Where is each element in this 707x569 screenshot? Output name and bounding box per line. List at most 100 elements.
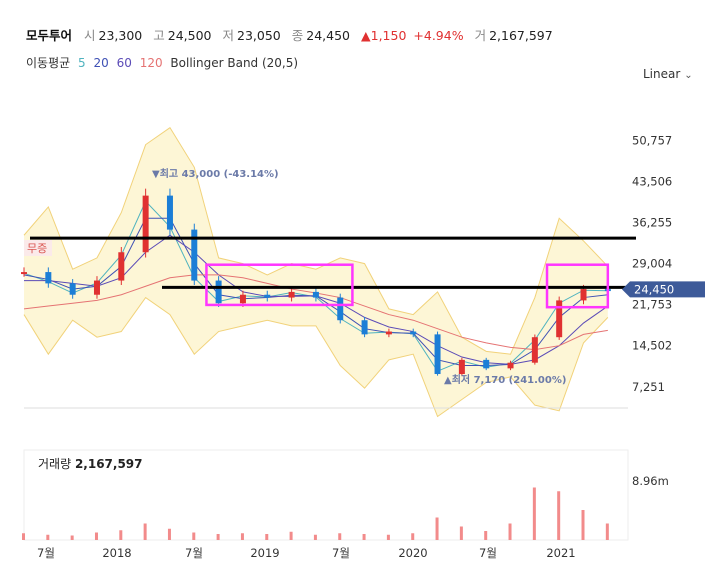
indicator-legend[interactable]: 이동평균 5 20 60 120 Bollinger Band (20,5) [26, 54, 302, 71]
x-tick-label: 7월 [479, 546, 497, 560]
volume-y-tick: 8.96m [632, 474, 669, 488]
candle-body [118, 252, 125, 281]
volume-title-value: 2,167,597 [75, 457, 143, 471]
y-tick-label: 43,506 [632, 174, 672, 188]
candle-body [312, 291, 319, 298]
volume-bar [386, 534, 390, 540]
y-tick-label: 50,757 [632, 133, 672, 147]
x-tick-label: 7월 [185, 546, 203, 560]
ma-60-label: 60 [116, 56, 132, 70]
volume-title: 거래량 2,167,597 [38, 457, 143, 471]
candle-body [239, 294, 246, 304]
volume-bar [435, 517, 439, 540]
volume-panel [23, 449, 629, 541]
volume-bar [605, 523, 609, 540]
low-label: 저 [222, 28, 235, 43]
change-pct: +4.94% [413, 28, 464, 43]
current-price-tag [622, 281, 705, 298]
volume-bar [532, 487, 536, 540]
volume-bar [192, 532, 196, 540]
volume-bar [167, 528, 171, 540]
ma-120-label: 120 [139, 56, 163, 70]
volume-label: 거 [474, 28, 487, 43]
candle-body [385, 331, 392, 335]
bollinger-upper-line [23, 126, 609, 355]
candle-body [45, 272, 52, 284]
candle-body [215, 280, 222, 304]
volume-bar [94, 532, 98, 540]
volume-bar [70, 535, 74, 540]
change-value: ▲1,150 [361, 28, 407, 43]
candle-body [142, 195, 149, 253]
high-value: 24,500 [167, 28, 212, 43]
candle-body [531, 337, 538, 363]
candle-body [191, 229, 198, 281]
bollinger-label: Bollinger Band (20,5) [170, 56, 299, 70]
x-tick-label: 2020 [398, 546, 427, 560]
y-tick-label: 36,255 [632, 215, 672, 229]
close-label: 종 [291, 28, 304, 43]
volume-bar [557, 491, 561, 540]
scale-mode-label: Linear [643, 67, 681, 81]
x-tick-label: 7월 [332, 546, 350, 560]
candle-body [458, 359, 465, 375]
volume-bar [119, 530, 123, 540]
bollinger-band-fill [24, 127, 608, 417]
x-tick-label: 2019 [250, 546, 279, 560]
volume-bar [143, 523, 147, 540]
candle-body [483, 359, 490, 369]
ma-label: 이동평균 [26, 56, 71, 70]
volume-bar [313, 534, 317, 540]
high-label: 고 [153, 28, 165, 43]
volume-bar [484, 531, 488, 540]
volume-bar [240, 533, 244, 540]
volume-bar [362, 534, 366, 540]
volume-bar [508, 523, 512, 540]
min-annotation: ▲최저 7,170 (241.00%) [444, 373, 566, 386]
ma-20-label: 20 [93, 56, 109, 70]
stock-name: 모두투어 [26, 28, 73, 43]
max-annotation: ▼최고 43,000 (-43.14%) [152, 167, 279, 180]
left-event-label: 무증 [27, 242, 47, 255]
candle-body [337, 297, 344, 321]
x-tick-label: 2018 [102, 546, 131, 560]
y-tick-label: 29,004 [632, 257, 672, 271]
chevron-down-icon: ⌄ [684, 70, 693, 81]
y-tick-label: 21,753 [632, 298, 672, 312]
y-tick-label: 7,251 [632, 380, 665, 394]
volume-bar [338, 533, 342, 540]
volume-bar [581, 510, 585, 540]
candle-body [580, 289, 587, 301]
candle-body [434, 334, 441, 375]
low-value: 23,050 [237, 28, 281, 43]
candle-body [288, 291, 295, 298]
volume-bar [411, 533, 415, 540]
left-event-tag [24, 240, 52, 256]
candle-body [21, 272, 27, 275]
x-tick-label: 7월 [37, 546, 55, 560]
y-tick-label: 14,502 [632, 339, 672, 353]
candle-body [166, 195, 173, 230]
candle-body [507, 362, 514, 369]
close-value: 24,450 [306, 28, 351, 43]
candle-body [361, 320, 368, 335]
volume-bar [216, 534, 220, 540]
x-tick-label: 2021 [546, 546, 575, 560]
current-price-label: 24,450 [634, 282, 674, 296]
candle-body [93, 280, 100, 295]
volume-bar [289, 531, 293, 540]
volume-bar [22, 533, 25, 540]
open-label: 시 [84, 28, 96, 43]
candle-body [264, 294, 271, 298]
volume-bar [459, 526, 463, 540]
volume-bar [265, 534, 269, 540]
bollinger-lower-line [23, 296, 609, 418]
highlight-box [545, 263, 610, 309]
open-value: 23,300 [98, 28, 143, 43]
volume-value: 2,167,597 [489, 28, 553, 43]
candle-body [69, 283, 76, 295]
scale-mode-dropdown[interactable]: Linear ⌄ [643, 67, 693, 81]
volume-bar [46, 534, 50, 540]
candle-body [410, 331, 417, 335]
